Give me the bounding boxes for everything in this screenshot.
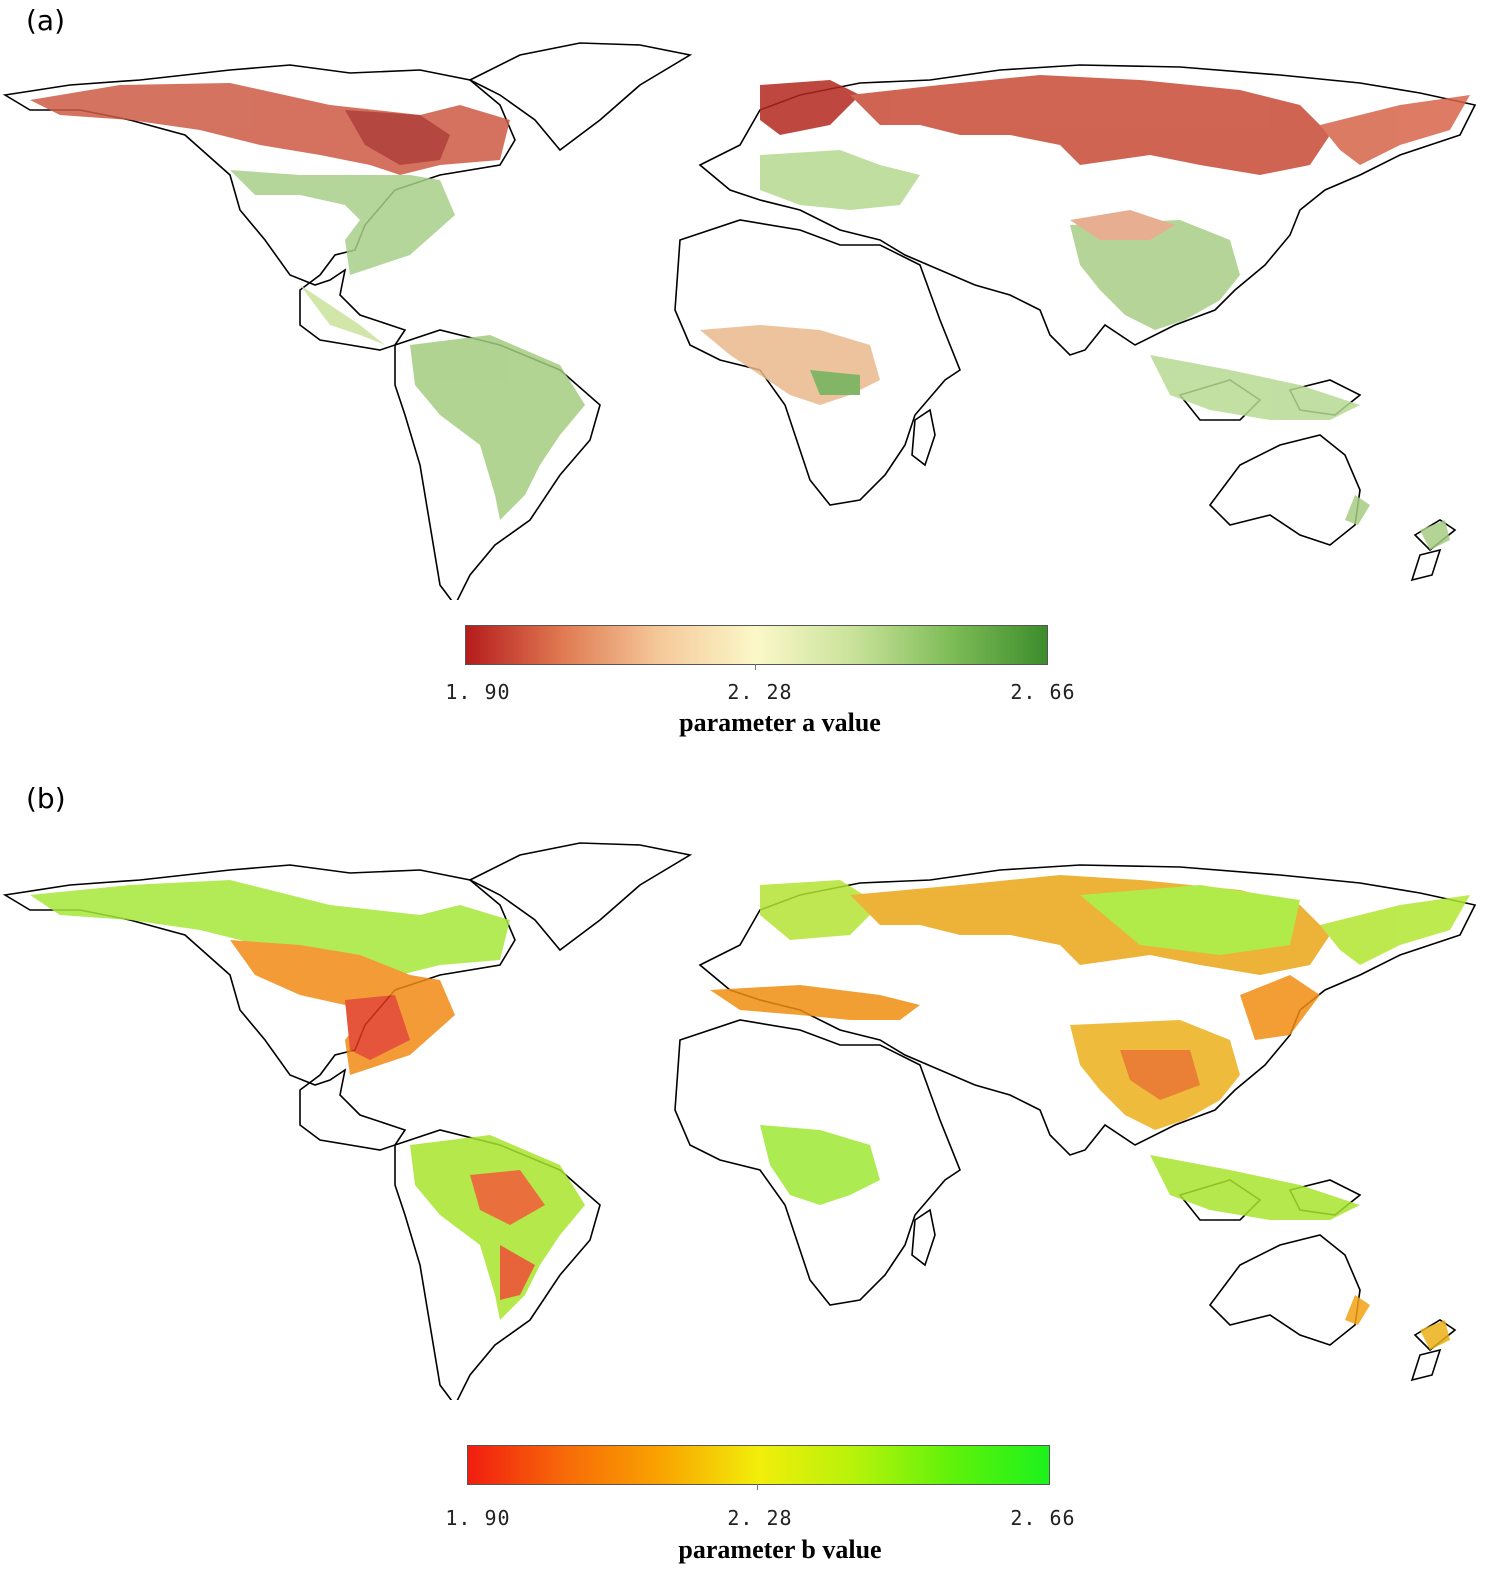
colorbar-title: parameter a value (679, 708, 881, 737)
parameter-a-data-overlay (30, 75, 1470, 550)
colorbar-tick-max: 2. 66 (1010, 680, 1076, 704)
panel-b: (b) (0, 780, 1499, 1589)
colorbar-tick-mark (757, 1484, 758, 1490)
world-map (2, 42, 1477, 600)
colorbar-tick-mid: 2. 28 (727, 1506, 793, 1530)
colorbar-a (465, 625, 1048, 665)
colorbar-tick-mark (755, 664, 756, 670)
panel-label: (a) (26, 4, 66, 37)
colorbar-b (467, 1445, 1050, 1485)
parameter-b-data-overlay (30, 875, 1470, 1350)
colorbar-tick-mid: 2. 28 (727, 680, 793, 704)
colorbar-tick-min: 1. 90 (445, 680, 511, 704)
colorbar-tick-min: 1. 90 (445, 1506, 511, 1530)
panel-label: (b) (26, 782, 66, 815)
panel-a: (a) (0, 0, 1499, 780)
colorbar-tick-max: 2. 66 (1010, 1506, 1076, 1530)
colorbar-title: parameter b value (678, 1535, 882, 1564)
world-map (2, 842, 1477, 1400)
